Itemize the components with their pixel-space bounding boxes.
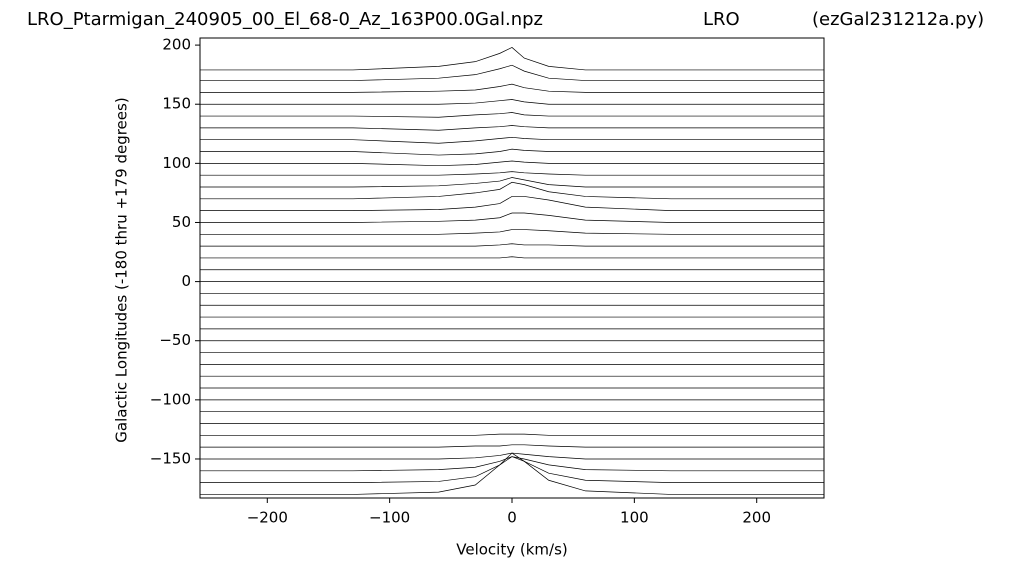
spectrum-line xyxy=(200,47,824,71)
spectrum-line xyxy=(200,229,824,235)
spectrum-line xyxy=(200,112,824,118)
axes-frame xyxy=(199,37,825,499)
y-tick-label: 100 xyxy=(162,154,191,172)
spectrum-line xyxy=(200,256,824,259)
spectrum-line xyxy=(200,181,824,200)
spectrum-line xyxy=(200,99,824,105)
spectrum-line xyxy=(200,148,824,156)
spectrum-line xyxy=(200,196,824,211)
spectrum-line xyxy=(200,456,824,483)
spectrum-line xyxy=(200,136,824,144)
y-tick-label: −50 xyxy=(159,331,191,349)
spectrum-line xyxy=(200,160,824,167)
y-tick-label: 0 xyxy=(181,272,191,290)
x-tick-label: 200 xyxy=(742,509,771,527)
spectrum-line xyxy=(200,452,824,460)
x-axis-label: Velocity (km/s) xyxy=(456,541,567,559)
y-axis-label: Galactic Longitudes (-180 thru +179 degr… xyxy=(113,97,131,442)
spectrum-line xyxy=(200,64,824,81)
chart-title: LRO xyxy=(703,9,740,30)
spectrum-line xyxy=(200,212,824,223)
spectrum-line xyxy=(200,83,824,93)
x-tick-label: 0 xyxy=(507,509,517,527)
spectrum-line xyxy=(200,243,824,247)
spectrum-line xyxy=(200,125,824,131)
spectrum-line xyxy=(200,444,824,448)
chart-title: LRO_Ptarmigan_240905_00_El_68-0_Az_163P0… xyxy=(27,9,543,30)
y-tick-label: 50 xyxy=(172,213,191,231)
spectrum-line xyxy=(200,456,824,472)
x-tick-label: −100 xyxy=(369,509,410,527)
y-tick-label: −150 xyxy=(150,449,191,467)
spectrum-line xyxy=(200,171,824,176)
spectrum-line xyxy=(200,433,824,436)
y-tick-label: −100 xyxy=(150,390,191,408)
y-tick-label: 200 xyxy=(162,36,191,54)
plot-area xyxy=(200,47,824,495)
x-tick-label: 100 xyxy=(620,509,649,527)
spectrum-line xyxy=(200,177,824,188)
x-tick-label: −200 xyxy=(247,509,288,527)
chart-title: (ezGal231212a.py) xyxy=(812,9,984,30)
y-tick-label: 150 xyxy=(162,95,191,113)
